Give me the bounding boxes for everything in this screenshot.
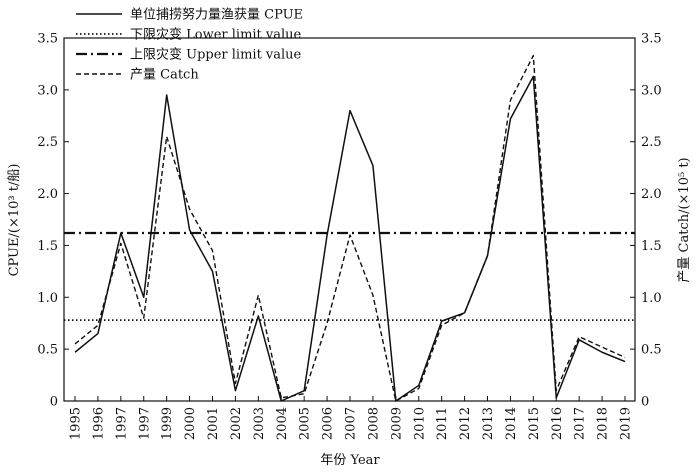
x-tick-label: 2018 <box>596 407 611 440</box>
left-y-tick-label: 1.0 <box>37 291 58 306</box>
x-axis-title: 年份 Year <box>320 453 380 468</box>
x-tick-label: 2000 <box>183 407 198 440</box>
x-axis: 1995 1996 1997 1997 1999 2000 2001 2002 2003 2004… <box>69 396 634 440</box>
right-y-tick-label: 2.0 <box>641 187 662 202</box>
x-tick-label: 2006 <box>321 407 336 440</box>
right-y-tick-label: 3.5 <box>641 32 662 47</box>
series-group <box>64 54 635 402</box>
left-y-axis: 0 0.5 1.0 1.5 2.0 2.5 3.0 3.5 <box>37 32 69 410</box>
left-y-tick-label: 0.5 <box>37 343 58 358</box>
left-y-axis-title: CPUE/(×10³ t/船) <box>7 164 22 277</box>
x-tick-label: 2012 <box>458 407 473 440</box>
x-tick-label: 2017 <box>573 407 588 440</box>
x-tick-label: 2010 <box>412 407 427 440</box>
x-tick-label: 2016 <box>550 407 565 440</box>
x-tick-label: 2019 <box>619 407 634 440</box>
x-tick-label: 2009 <box>389 407 404 440</box>
x-tick-label: 1997 <box>114 407 129 440</box>
x-tick-label: 2013 <box>481 407 496 440</box>
x-tick-label: 2015 <box>527 407 542 440</box>
series-line-0 <box>74 75 626 402</box>
x-tick-label: 1996 <box>91 407 106 440</box>
x-tick-label: 2008 <box>366 407 381 440</box>
left-y-tick-label: 3.0 <box>37 83 58 98</box>
right-y-tick-label: 1.5 <box>641 239 662 254</box>
plot-frame <box>63 37 636 402</box>
x-tick-label: 2005 <box>298 407 313 440</box>
left-y-tick-label: 2.5 <box>37 135 58 150</box>
right-y-tick-label: 0 <box>641 395 649 410</box>
legend-label-0: 单位捕捞努力量渔获量 CPUE <box>130 7 303 23</box>
x-tick-label: 2007 <box>344 407 359 440</box>
right-y-axis-title: 产量 Catch/(×10⁵ t) <box>677 157 692 282</box>
x-tick-label: 1999 <box>160 407 175 440</box>
legend-label-3: 产量 Catch <box>130 68 199 83</box>
right-y-tick-label: 1.0 <box>641 291 662 306</box>
left-y-tick-label: 2.0 <box>37 187 58 202</box>
x-tick-label: 1995 <box>69 407 84 440</box>
x-tick-label: 2004 <box>275 407 290 440</box>
right-y-tick-label: 2.5 <box>641 135 662 150</box>
left-y-tick-label: 0 <box>50 395 58 410</box>
right-y-axis: 0 0.5 1.0 1.5 2.0 2.5 3.0 3.5 <box>630 32 662 410</box>
right-y-tick-label: 3.0 <box>641 83 662 98</box>
x-tick-label: 2014 <box>504 407 519 440</box>
legend-label-1: 下限灾变 Lower limit value <box>130 27 302 43</box>
x-tick-label: 2003 <box>252 407 267 440</box>
left-y-tick-label: 1.5 <box>37 239 58 254</box>
x-tick-label: 1997 <box>137 407 152 440</box>
left-y-tick-label: 3.5 <box>37 32 58 47</box>
x-tick-label: 2011 <box>435 407 450 440</box>
legend-label-2: 上限灾变 Upper limit value <box>130 47 302 63</box>
right-y-tick-label: 0.5 <box>641 343 662 358</box>
x-tick-label: 2002 <box>229 407 244 440</box>
x-tick-label: 2001 <box>206 407 221 440</box>
legend: 单位捕捞努力量渔获量 CPUE 下限灾变 Lower limit value 上限灾… <box>76 7 303 83</box>
series-line-3 <box>74 54 626 402</box>
